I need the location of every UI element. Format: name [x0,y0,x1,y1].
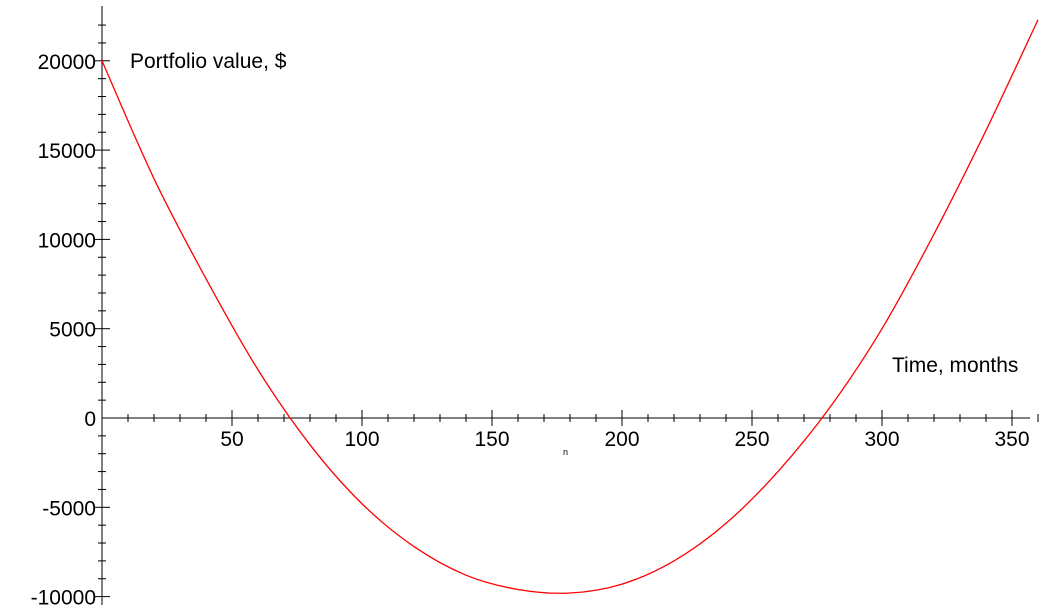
x-tick-label: 300 [864,428,899,451]
axes [101,6,1030,605]
y-tick-label: 0 [84,408,96,431]
series-line [101,19,1039,594]
x-tick-label: 250 [734,428,769,451]
y-tick-label: -5000 [42,497,96,520]
y-tick-label: 15000 [38,140,96,163]
y-tick-label: 10000 [38,229,96,252]
n-label: n [563,447,568,457]
x-tick-label: 50 [220,428,243,451]
x-tick-label: 350 [994,428,1029,451]
tick-labels: 50 100 150 200 250 300 350 -10000 -5000 0 5000 1000… [31,51,1030,610]
y-tick-label: 5000 [49,319,96,342]
x-tick-label: 200 [604,428,639,451]
ticks [94,24,1039,598]
y-axis-label: Portfolio value, $ [130,50,287,73]
x-tick-label: 100 [344,428,379,451]
x-axis-label: Time, months [892,354,1018,377]
x-tick-label: 150 [474,428,509,451]
y-tick-label: 20000 [38,51,96,74]
y-tick-label: -10000 [31,587,96,610]
